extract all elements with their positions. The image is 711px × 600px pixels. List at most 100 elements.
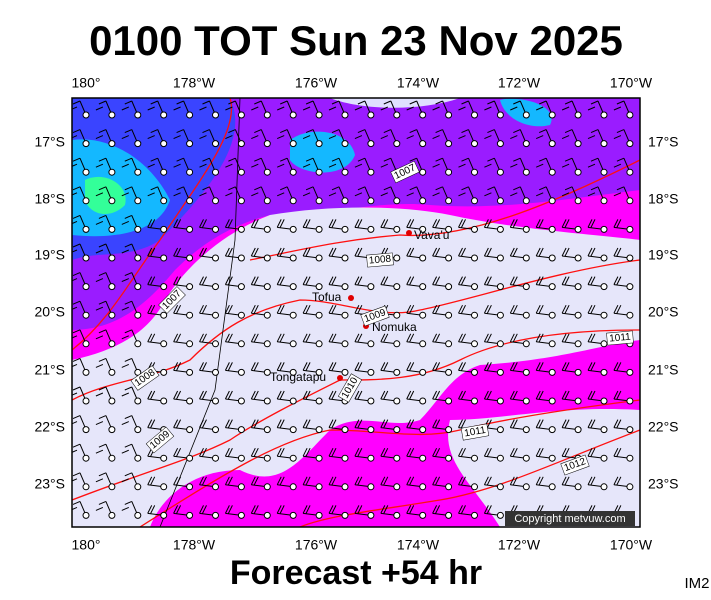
station bbox=[108, 426, 116, 434]
wind-barb bbox=[354, 129, 375, 148]
station bbox=[134, 454, 142, 462]
station bbox=[471, 483, 478, 491]
station bbox=[289, 483, 297, 491]
station bbox=[212, 426, 219, 434]
station bbox=[237, 111, 245, 119]
wind-barb bbox=[95, 386, 116, 405]
station bbox=[367, 283, 375, 291]
station bbox=[315, 168, 323, 176]
station bbox=[108, 111, 116, 119]
wind-barb bbox=[561, 100, 582, 119]
station bbox=[134, 426, 142, 434]
station bbox=[341, 168, 349, 176]
wind-barb bbox=[250, 276, 271, 291]
station bbox=[522, 483, 530, 491]
latitude-label: 19°S bbox=[34, 247, 65, 263]
station bbox=[367, 368, 375, 376]
station bbox=[82, 283, 90, 291]
wind-barb bbox=[251, 157, 271, 176]
wind-barb bbox=[483, 447, 504, 462]
wind-barb bbox=[173, 362, 194, 376]
wind-barb bbox=[147, 447, 168, 462]
place-marker bbox=[406, 230, 412, 236]
wind-barb bbox=[276, 362, 297, 376]
wind-barb bbox=[328, 362, 349, 376]
place-name: Tofua bbox=[312, 290, 342, 304]
wind-barb bbox=[406, 247, 427, 262]
latitude-label: 18°S bbox=[34, 191, 65, 207]
wind-barb bbox=[147, 276, 168, 291]
station bbox=[289, 168, 297, 176]
station bbox=[626, 197, 634, 205]
wind-barb bbox=[199, 419, 219, 434]
map-frame bbox=[71, 97, 641, 528]
wind-barb bbox=[613, 476, 634, 491]
isobar-label-box bbox=[360, 305, 390, 327]
wind-barb bbox=[432, 219, 453, 233]
station bbox=[134, 197, 142, 205]
station bbox=[445, 197, 453, 205]
station bbox=[186, 140, 194, 148]
wind-barb bbox=[72, 386, 90, 405]
wind-barb bbox=[458, 276, 478, 291]
wind-barb bbox=[406, 276, 427, 291]
wind-barb bbox=[561, 419, 582, 434]
station bbox=[548, 368, 556, 376]
wind-barb bbox=[587, 476, 608, 491]
wind-barb bbox=[199, 447, 219, 462]
station bbox=[108, 511, 116, 519]
station bbox=[471, 511, 478, 519]
station bbox=[574, 483, 582, 491]
wind-barb bbox=[561, 476, 582, 491]
wind-barb bbox=[613, 219, 634, 233]
station bbox=[393, 426, 401, 434]
wind-barb bbox=[328, 476, 349, 491]
wind-barb bbox=[173, 304, 194, 319]
wind-barb bbox=[587, 304, 608, 319]
wind-barb bbox=[510, 157, 530, 176]
wind-barb bbox=[95, 186, 116, 205]
station bbox=[108, 168, 116, 176]
wind-barb bbox=[121, 100, 142, 119]
station bbox=[445, 140, 453, 148]
wind-barb bbox=[354, 276, 375, 291]
wind-barb bbox=[95, 157, 116, 176]
station bbox=[367, 340, 375, 348]
wind-barb bbox=[328, 129, 349, 148]
station bbox=[341, 368, 349, 376]
wind-barb bbox=[250, 333, 271, 348]
latitude-label: 21°S bbox=[34, 362, 65, 378]
station bbox=[548, 225, 556, 233]
wind-barb bbox=[199, 476, 219, 491]
wind-barb bbox=[277, 100, 297, 119]
wind-barb bbox=[302, 333, 323, 348]
wind-barb bbox=[121, 415, 142, 434]
station bbox=[289, 454, 297, 462]
station bbox=[341, 340, 349, 348]
station bbox=[600, 111, 608, 119]
wind-barb bbox=[276, 219, 297, 233]
wind-barb bbox=[224, 476, 245, 491]
station bbox=[626, 168, 634, 176]
wind-barb bbox=[121, 129, 142, 148]
station bbox=[263, 140, 271, 148]
station bbox=[160, 483, 168, 491]
station bbox=[522, 397, 530, 405]
wind-barb bbox=[483, 476, 504, 491]
latitude-label: 23°S bbox=[34, 476, 65, 492]
station bbox=[82, 483, 90, 491]
station bbox=[237, 311, 245, 319]
wind-barb bbox=[458, 304, 478, 319]
station bbox=[160, 311, 168, 319]
forecast-label: Forecast +54 hr bbox=[230, 554, 482, 592]
wind-barb bbox=[509, 419, 530, 434]
wind-barb bbox=[509, 390, 530, 405]
wind-barb bbox=[561, 129, 582, 148]
station bbox=[134, 340, 142, 348]
place-name: Tongatapu bbox=[270, 370, 326, 384]
wind-barb bbox=[173, 419, 194, 434]
station bbox=[82, 340, 90, 348]
station bbox=[574, 254, 582, 262]
wind-barb bbox=[561, 219, 582, 233]
station bbox=[600, 426, 608, 434]
